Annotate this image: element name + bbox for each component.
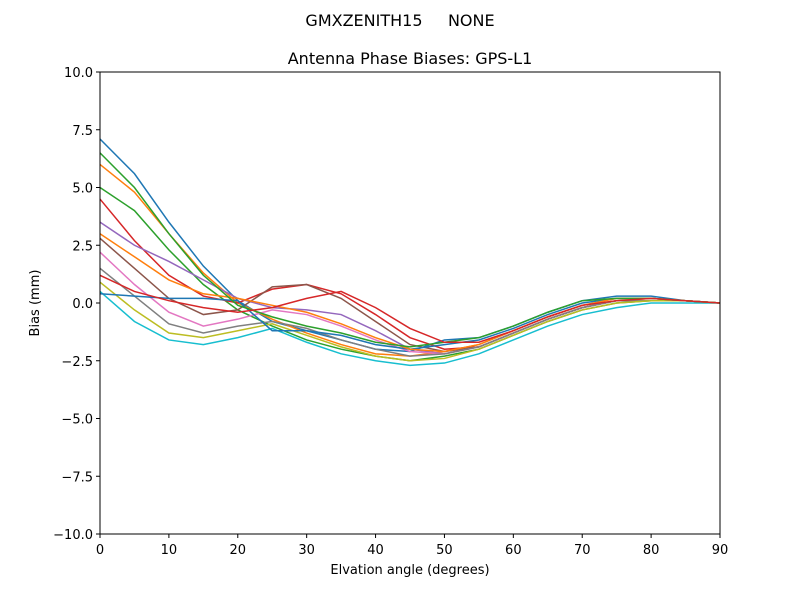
y-tick-label: −10.0 [53, 528, 93, 543]
series-line [99, 274, 721, 344]
y-tick-label: 7.5 [72, 124, 93, 139]
series-line [99, 290, 720, 367]
x-tick-label: 90 [712, 543, 729, 558]
x-tick-label: 80 [643, 543, 660, 558]
x-axis-label: Elvation angle (degrees) [330, 563, 489, 578]
y-tick-label: −7.5 [61, 470, 93, 485]
x-tick-label: 50 [436, 543, 453, 558]
y-tick-label: −2.5 [61, 355, 93, 370]
y-axis-label: Bias (mm) [28, 270, 43, 337]
x-tick-label: 60 [505, 543, 522, 558]
y-tick-label: 0.0 [72, 297, 93, 312]
series-line [99, 281, 721, 362]
x-tick-label: 0 [96, 543, 104, 558]
x-tick-label: 20 [230, 543, 247, 558]
series-line [99, 152, 721, 348]
x-tick-label: 30 [298, 543, 315, 558]
suptitle: GMXZENITH15 NONE [305, 11, 494, 30]
chart-title: Antenna Phase Biases: GPS-L1 [288, 49, 533, 68]
x-tick-label: 40 [367, 543, 384, 558]
x-tick-label: 10 [161, 543, 178, 558]
y-tick-label: 5.0 [72, 182, 93, 197]
x-tick-label: 70 [574, 543, 591, 558]
y-tick-label: 2.5 [72, 239, 93, 254]
y-tick-label: −5.0 [61, 413, 93, 428]
y-tick-label: 10.0 [64, 66, 93, 81]
plot-frame [99, 71, 721, 535]
